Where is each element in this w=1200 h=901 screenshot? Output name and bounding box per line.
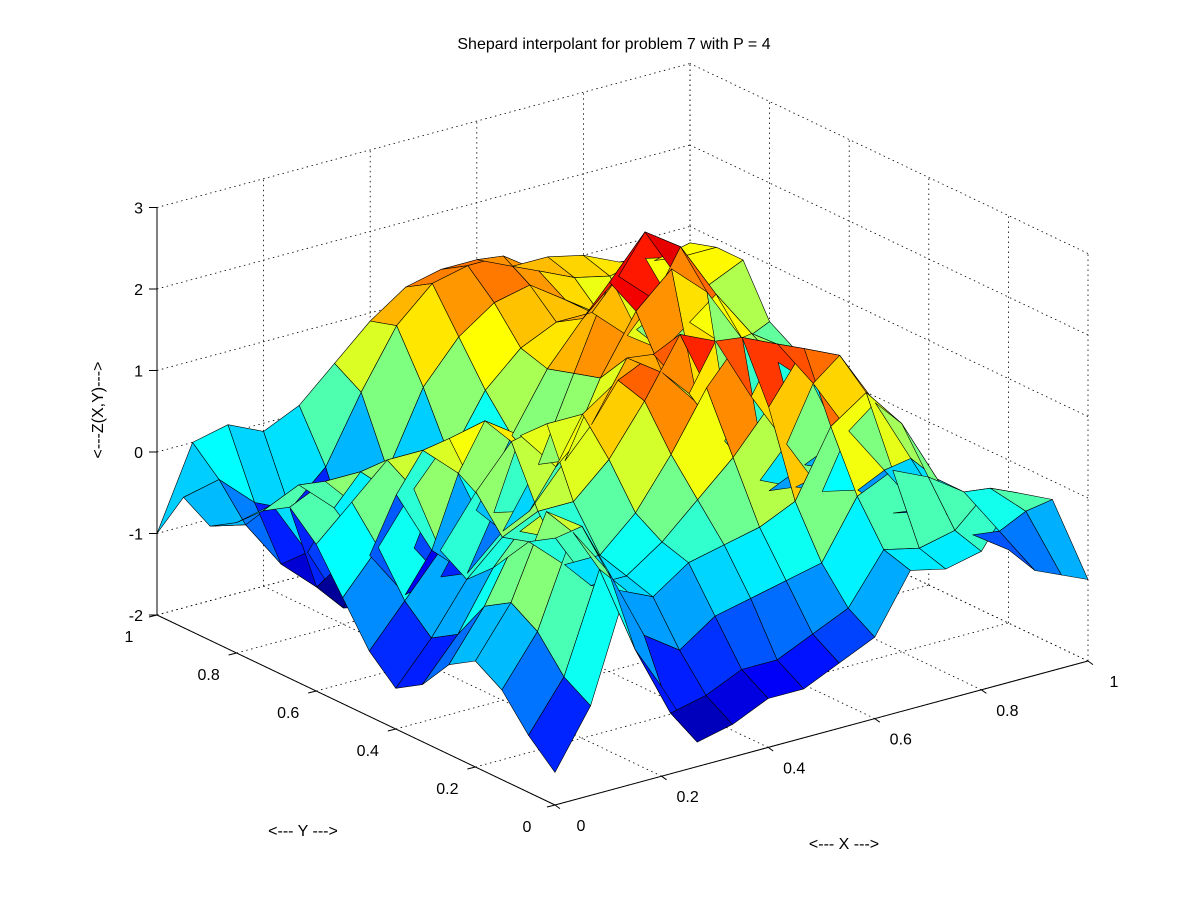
x-tick-label: 0.2 [676,789,698,806]
y-axis-label: <--- Y ---> [268,823,338,840]
y-tick [387,728,396,732]
grid-line [689,63,1089,254]
x-tick-label: 0 [577,818,586,835]
x-tick [554,804,561,810]
grid-line [689,144,1089,336]
z-tick-label: 2 [134,282,143,299]
grid-line [156,144,691,290]
y-tick [308,690,317,694]
grid-line [156,63,691,208]
y-tick-label: 0.6 [277,705,299,722]
grid-line [689,226,1089,417]
axes [156,207,1089,806]
z-tick-label: -1 [129,527,143,544]
z-tick-label: 0 [134,445,143,462]
z-tick-label: 1 [134,364,143,381]
x-axis-line [554,660,1089,806]
chart-title: Shepard interpolant for problem 7 with P… [457,36,770,53]
y-tick-label: 0.8 [197,667,219,684]
y-tick-label: 0 [523,819,532,836]
y-tick-label: 0.4 [357,743,379,760]
y-tick [228,652,237,656]
y-axis-line [156,614,556,806]
x-tick [874,718,881,723]
y-tick-label: 0.2 [436,781,458,798]
x-tick [981,689,987,694]
y-tick [467,766,476,770]
y-tick-label: 1 [125,629,134,646]
x-tick [767,746,774,752]
tick-labels: 0 0.2 0.4 0.6 0.8 1 0 0.2 0.4 0.6 0.8 1 -2 -1 0 1 2 3 [125,201,1119,837]
z-tick-label: 3 [134,201,143,218]
grid-line [689,307,1089,499]
grid-line [263,585,662,777]
x-tick [1087,660,1094,666]
x-tick [661,775,667,781]
x-tick-label: 1 [1110,674,1119,691]
x-tick-label: 0.6 [890,732,912,749]
z-axis-label: <---Z(X,Y)---> [90,362,107,459]
y-tick [546,804,556,808]
surface-mesh [156,231,1089,773]
z-tick-label: -2 [129,608,143,625]
x-tick-label: 0.8 [996,703,1018,720]
x-axis-label: <--- X ---> [809,836,879,853]
x-tick-label: 0.4 [783,760,805,777]
surface-face [1025,499,1089,580]
